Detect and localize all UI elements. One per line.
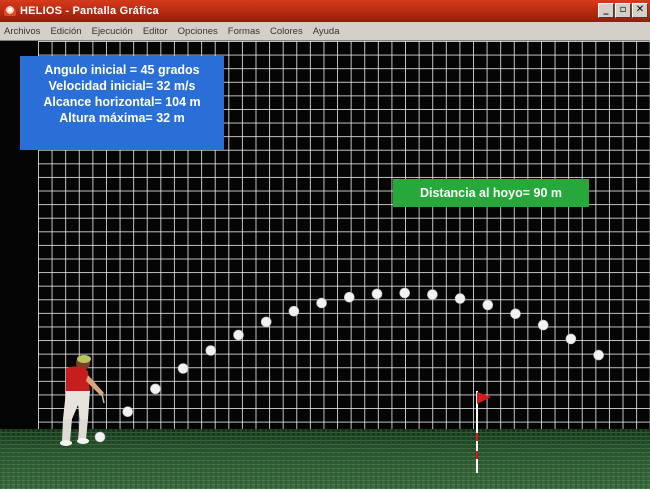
menu-bar: Archivos Edición Ejecución Editor Opcion… [0, 22, 650, 41]
golf-ball [122, 406, 133, 418]
initial-velocity-text: Velocidad inicial= 32 m/s [48, 79, 196, 93]
initial-angle-text: Angulo inicial = 45 grados [44, 63, 200, 77]
distance-label: Distancia al hoyo= 90 m [393, 179, 589, 207]
distance-text: Distancia al hoyo= 90 m [419, 186, 563, 200]
golf-ball [510, 308, 521, 320]
menu-formas[interactable]: Formas [227, 25, 260, 37]
maximize-button[interactable]: ▫ [615, 3, 631, 18]
menu-ayuda[interactable]: Ayuda [312, 25, 340, 37]
menu-colores[interactable]: Colores [269, 25, 303, 37]
window-controls: _ ▫ ✕ [598, 3, 648, 18]
grass [0, 429, 650, 489]
max-height-text: Altura máxima= 32 m [59, 111, 185, 125]
hole-flag [476, 391, 491, 473]
golf-ball [288, 305, 300, 317]
window-title: HELIOS - Pantalla Gráfica [20, 5, 159, 17]
golf-ball [537, 319, 549, 331]
golf-ball [427, 289, 438, 300]
golf-ball [371, 288, 383, 300]
app-icon [4, 6, 16, 16]
menu-archivos[interactable]: Archivos [4, 25, 41, 37]
golf-ball [565, 333, 577, 345]
simulation-canvas[interactable]: Angulo inicial = 45 grados Velocidad ini… [0, 41, 650, 489]
golf-ball [233, 329, 244, 341]
title-bar[interactable]: HELIOS - Pantalla Gráfica _ ▫ ✕ [0, 0, 650, 22]
golf-ball [593, 349, 604, 361]
info-panel: Angulo inicial = 45 grados Velocidad ini… [20, 56, 224, 150]
close-button[interactable]: ✕ [632, 3, 648, 18]
golf-ball [399, 287, 411, 299]
golf-ball [177, 363, 189, 374]
menu-editor[interactable]: Editor [142, 25, 168, 37]
scene-overlay [60, 287, 604, 473]
menu-opciones[interactable]: Opciones [177, 25, 218, 37]
menu-ejecucion[interactable]: Ejecución [91, 25, 133, 37]
golf-ball [482, 299, 494, 311]
golf-ball [94, 431, 106, 443]
golf-ball [343, 291, 355, 303]
golf-ball [454, 293, 466, 304]
golf-ball [205, 345, 217, 356]
menu-edicion[interactable]: Edición [50, 25, 82, 37]
ball-trajectory [94, 287, 604, 443]
golfer-figure [60, 355, 105, 446]
golf-ball [150, 383, 161, 395]
horizontal-range-text: Alcance horizontal= 104 m [43, 95, 201, 109]
golf-ball [316, 297, 327, 309]
golf-ball [260, 316, 272, 328]
minimize-button[interactable]: _ [598, 3, 614, 18]
